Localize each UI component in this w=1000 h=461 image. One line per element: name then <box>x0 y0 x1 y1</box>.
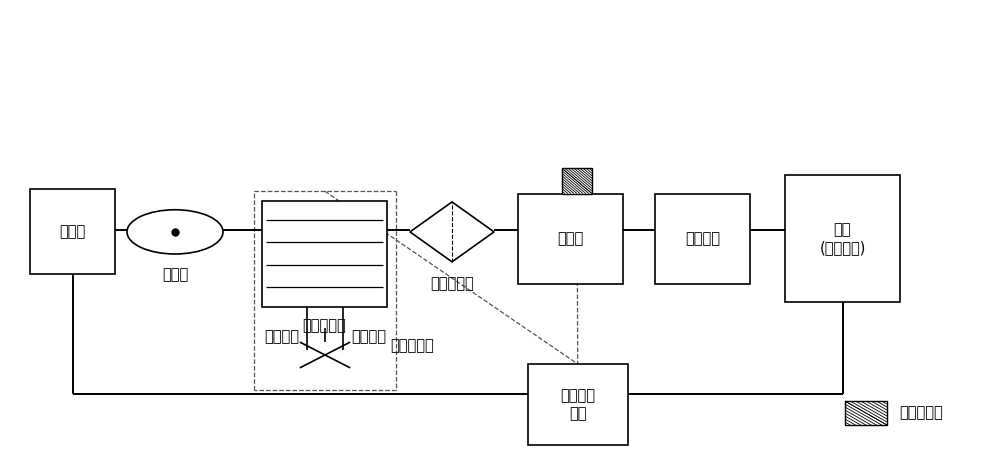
Text: 油底壳: 油底壳 <box>59 224 86 239</box>
FancyBboxPatch shape <box>262 201 387 307</box>
FancyBboxPatch shape <box>562 168 592 194</box>
FancyBboxPatch shape <box>785 175 900 302</box>
Polygon shape <box>410 202 494 262</box>
FancyBboxPatch shape <box>518 194 623 284</box>
FancyBboxPatch shape <box>845 401 887 425</box>
Text: 活塞
(内冷油腔): 活塞 (内冷油腔) <box>819 222 866 255</box>
Text: 冷却液出: 冷却液出 <box>351 329 386 344</box>
FancyBboxPatch shape <box>655 194 750 284</box>
Text: 温度传感器: 温度传感器 <box>899 406 943 420</box>
FancyBboxPatch shape <box>528 364 628 445</box>
FancyBboxPatch shape <box>30 189 115 274</box>
Circle shape <box>127 210 223 254</box>
Text: 电子控制
单元: 电子控制 单元 <box>561 388 596 421</box>
Text: 机油冷却器: 机油冷却器 <box>303 319 346 333</box>
Text: 电控旁通阀: 电控旁通阀 <box>390 338 434 353</box>
Text: 主油道: 主油道 <box>557 231 584 246</box>
Text: 机油滤清器: 机油滤清器 <box>430 277 474 291</box>
Text: 冷却液进: 冷却液进 <box>264 329 299 344</box>
Text: 冷却喷嘴: 冷却喷嘴 <box>685 231 720 246</box>
Text: 机油泵: 机油泵 <box>162 267 188 282</box>
